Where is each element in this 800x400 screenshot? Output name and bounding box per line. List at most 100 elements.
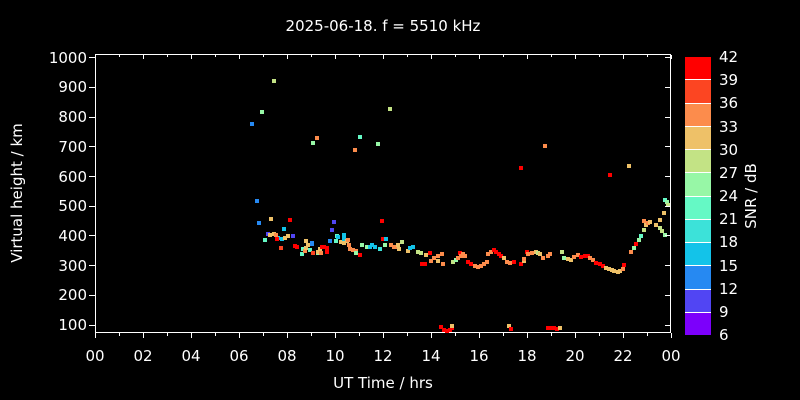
data-point: [287, 218, 292, 223]
data-point: [286, 234, 290, 238]
data-point: [306, 242, 311, 247]
data-point: [663, 233, 668, 238]
data-point: [634, 242, 639, 247]
x-major-tick: [670, 333, 672, 338]
colorbar-segment: [685, 288, 711, 312]
x-tick-label: 08: [277, 347, 297, 365]
data-point: [518, 165, 523, 170]
data-point: [644, 223, 649, 228]
colorbar-segment: [685, 218, 711, 242]
x-minor-tick-top: [358, 55, 360, 57]
x-major-tick-top: [238, 55, 240, 59]
x-minor-tick-top: [550, 55, 552, 57]
data-point: [311, 141, 316, 146]
data-point: [472, 263, 477, 268]
data-point: [545, 253, 550, 258]
data-point: [405, 248, 410, 253]
data-point: [327, 238, 332, 243]
data-point: [579, 255, 584, 260]
x-minor-tick: [358, 333, 360, 336]
colorbar-tick-label: 15: [719, 256, 739, 275]
data-point: [283, 235, 288, 240]
x-tick-label: 10: [325, 347, 345, 365]
data-point: [358, 135, 362, 140]
y-tick-label: 800: [58, 108, 87, 127]
data-point: [333, 239, 338, 244]
colorbar-tick-label: 27: [719, 163, 739, 182]
data-point: [429, 258, 434, 263]
data-point: [562, 255, 567, 260]
y-tick-label: 200: [58, 286, 87, 305]
data-point: [501, 256, 506, 261]
x-major-tick: [238, 333, 240, 338]
data-point: [530, 250, 535, 255]
x-minor-tick: [310, 333, 312, 336]
data-point: [626, 163, 631, 168]
y-major-tick-right: [665, 265, 670, 267]
data-point: [642, 228, 647, 233]
colorbar-segment: [685, 57, 711, 80]
x-tick-label: 04: [181, 347, 201, 365]
data-point: [397, 247, 402, 252]
colorbar-segment: [685, 79, 711, 103]
x-tick-label: 06: [229, 347, 249, 365]
data-point: [439, 325, 444, 330]
x-minor-tick-top: [310, 55, 312, 57]
x-major-tick-top: [526, 55, 528, 59]
data-point: [637, 237, 642, 242]
data-point: [301, 246, 306, 251]
data-point: [380, 219, 385, 224]
x-major-tick-top: [94, 55, 96, 59]
data-point: [418, 250, 423, 255]
data-point: [268, 233, 272, 238]
data-point: [519, 261, 524, 266]
colorbar-tick-label: 12: [719, 279, 739, 298]
data-point: [657, 226, 662, 231]
x-minor-tick: [598, 333, 600, 336]
data-point: [491, 248, 496, 253]
colorbar-tick-label: 39: [719, 71, 739, 90]
data-point: [351, 247, 356, 252]
data-point: [489, 250, 494, 255]
data-point: [575, 253, 580, 258]
data-point: [360, 242, 365, 247]
data-point: [339, 239, 344, 244]
data-point: [551, 326, 556, 331]
colorbar-tick-label: 9: [719, 302, 729, 321]
x-minor-tick-top: [646, 55, 648, 57]
data-point: [436, 258, 441, 263]
data-point: [319, 250, 324, 255]
x-major-tick-top: [574, 55, 576, 59]
data-point: [557, 326, 562, 331]
data-point: [639, 233, 644, 238]
data-point: [456, 255, 461, 260]
colorbar-segment: [685, 311, 711, 335]
data-point: [555, 326, 560, 331]
data-point: [346, 237, 351, 242]
data-point: [525, 249, 530, 254]
data-point: [505, 259, 510, 264]
data-point: [381, 237, 386, 242]
data-point: [271, 78, 276, 83]
data-point: [342, 236, 347, 241]
y-major-tick-right: [665, 235, 670, 237]
data-point: [399, 239, 404, 244]
data-point: [383, 237, 388, 242]
y-major-tick: [89, 324, 95, 326]
y-tick-label: 1000: [48, 48, 87, 67]
data-point: [310, 241, 315, 246]
data-point: [364, 245, 369, 250]
colorbar-segment: [685, 102, 711, 126]
colorbar-tick-label: 21: [719, 210, 739, 229]
data-point: [439, 252, 444, 257]
data-point: [373, 244, 378, 249]
data-point: [466, 260, 471, 265]
data-point: [419, 261, 424, 266]
data-point: [537, 252, 542, 257]
x-tick-label: 14: [421, 347, 441, 365]
data-point: [325, 245, 330, 250]
x-minor-tick: [550, 333, 552, 336]
x-major-tick-top: [430, 55, 432, 59]
chart-title: 2025-06-18. f = 5510 kHz: [285, 17, 481, 35]
data-point: [278, 246, 283, 251]
